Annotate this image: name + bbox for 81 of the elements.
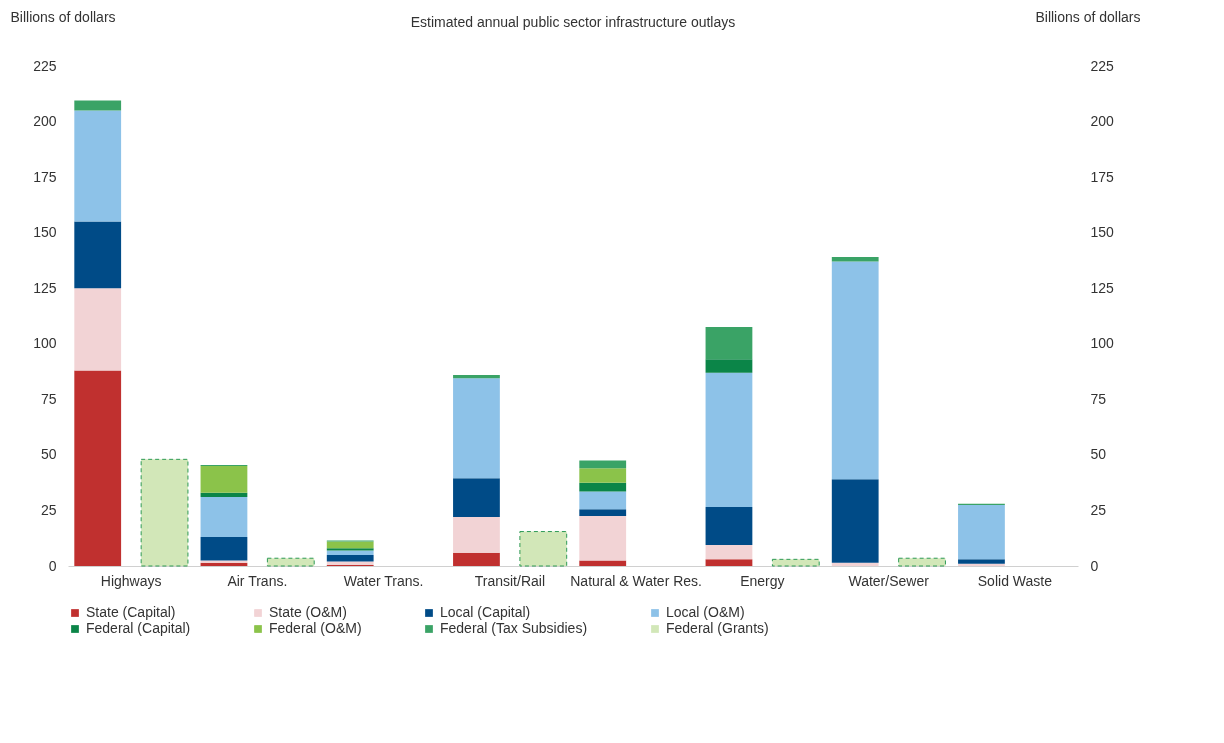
bar [831, 562, 879, 566]
bar [579, 516, 627, 561]
bar [453, 378, 500, 479]
legend-label: State (O&M) [269, 604, 347, 620]
bar [705, 327, 753, 360]
y-tick-label: 225 [33, 57, 57, 74]
bar [74, 221, 122, 289]
y2-tick-label: 0 [1090, 557, 1099, 574]
bar [579, 491, 627, 510]
y2-tick-label: 50 [1090, 446, 1107, 463]
bar [705, 544, 753, 560]
y-tick-label: 125 [33, 279, 57, 296]
legend-label: Federal (Grants) [666, 620, 769, 636]
legend-label: Federal (Capital) [86, 620, 191, 636]
y-tick-label: 175 [33, 168, 57, 185]
bar [579, 509, 627, 516]
bar [958, 504, 1005, 560]
bar [519, 531, 568, 567]
y2-tick-label: 225 [1090, 57, 1115, 74]
y-tick-label: 200 [33, 113, 57, 130]
bar [326, 550, 374, 555]
legend-label: Federal (O&M) [269, 620, 362, 636]
bar [705, 559, 753, 566]
bar [453, 552, 500, 566]
y2-tick-label: 150 [1090, 224, 1115, 241]
y-tick-label: 150 [33, 224, 57, 241]
bar [705, 359, 753, 373]
legend-label: Federal (Tax Subsidies) [440, 620, 588, 636]
bar [771, 558, 820, 567]
bar [898, 557, 946, 567]
x-tick-label: Air Trans. [227, 572, 288, 589]
bar [266, 557, 315, 567]
y2-tick-label: 25 [1090, 501, 1107, 518]
bar [958, 563, 1005, 566]
bar [74, 110, 122, 222]
y2-tick-label: 125 [1090, 279, 1115, 296]
x-tick-label: Highways [100, 572, 162, 589]
legend-label: Local (Capital) [440, 604, 531, 620]
bar [326, 548, 374, 551]
bar [200, 497, 248, 538]
bar [579, 468, 627, 483]
x-tick-label: Energy [740, 572, 785, 589]
bar [453, 374, 500, 379]
bar [831, 479, 879, 563]
y2-tick-label: 100 [1090, 335, 1115, 352]
y-tick-label: 0 [48, 557, 57, 574]
bar [200, 537, 248, 561]
y2-axis-title: Billions of dollars [1035, 8, 1141, 25]
y2-tick-label: 200 [1090, 113, 1115, 130]
y-axis-title: Billions of dollars [10, 8, 116, 25]
y2-tick-label: 75 [1090, 390, 1107, 407]
bar [453, 478, 500, 518]
x-tick-label: Natural & Water Res. [570, 572, 702, 589]
y-tick-label: 25 [40, 501, 57, 518]
legend-label: Local (O&M) [666, 604, 745, 620]
bar [326, 554, 374, 562]
y2-tick-label: 175 [1090, 168, 1115, 185]
bar [831, 257, 879, 262]
chart-title: Estimated annual public sector infrastructure outlays [410, 14, 736, 30]
legend-label: State (Capital) [86, 604, 176, 620]
y-tick-label: 75 [40, 390, 57, 407]
bar [831, 261, 879, 480]
y-tick-label: 50 [40, 446, 57, 463]
bar [74, 370, 122, 566]
x-tick-label: Solid Waste [977, 572, 1053, 589]
bar [579, 460, 627, 469]
bar [74, 100, 122, 111]
bar [579, 482, 627, 492]
bar [705, 507, 753, 545]
bar [200, 466, 248, 493]
x-tick-label: Transit/Rail [474, 572, 546, 589]
x-tick-label: Water Trans. [343, 572, 424, 589]
bar [453, 517, 500, 553]
bar [958, 559, 1005, 564]
bar [74, 288, 122, 371]
bar [579, 560, 627, 566]
bar [326, 541, 374, 549]
y-tick-label: 100 [33, 335, 57, 352]
bar [705, 372, 753, 508]
x-tick-label: Water/Sewer [848, 572, 930, 589]
bar [140, 458, 189, 567]
